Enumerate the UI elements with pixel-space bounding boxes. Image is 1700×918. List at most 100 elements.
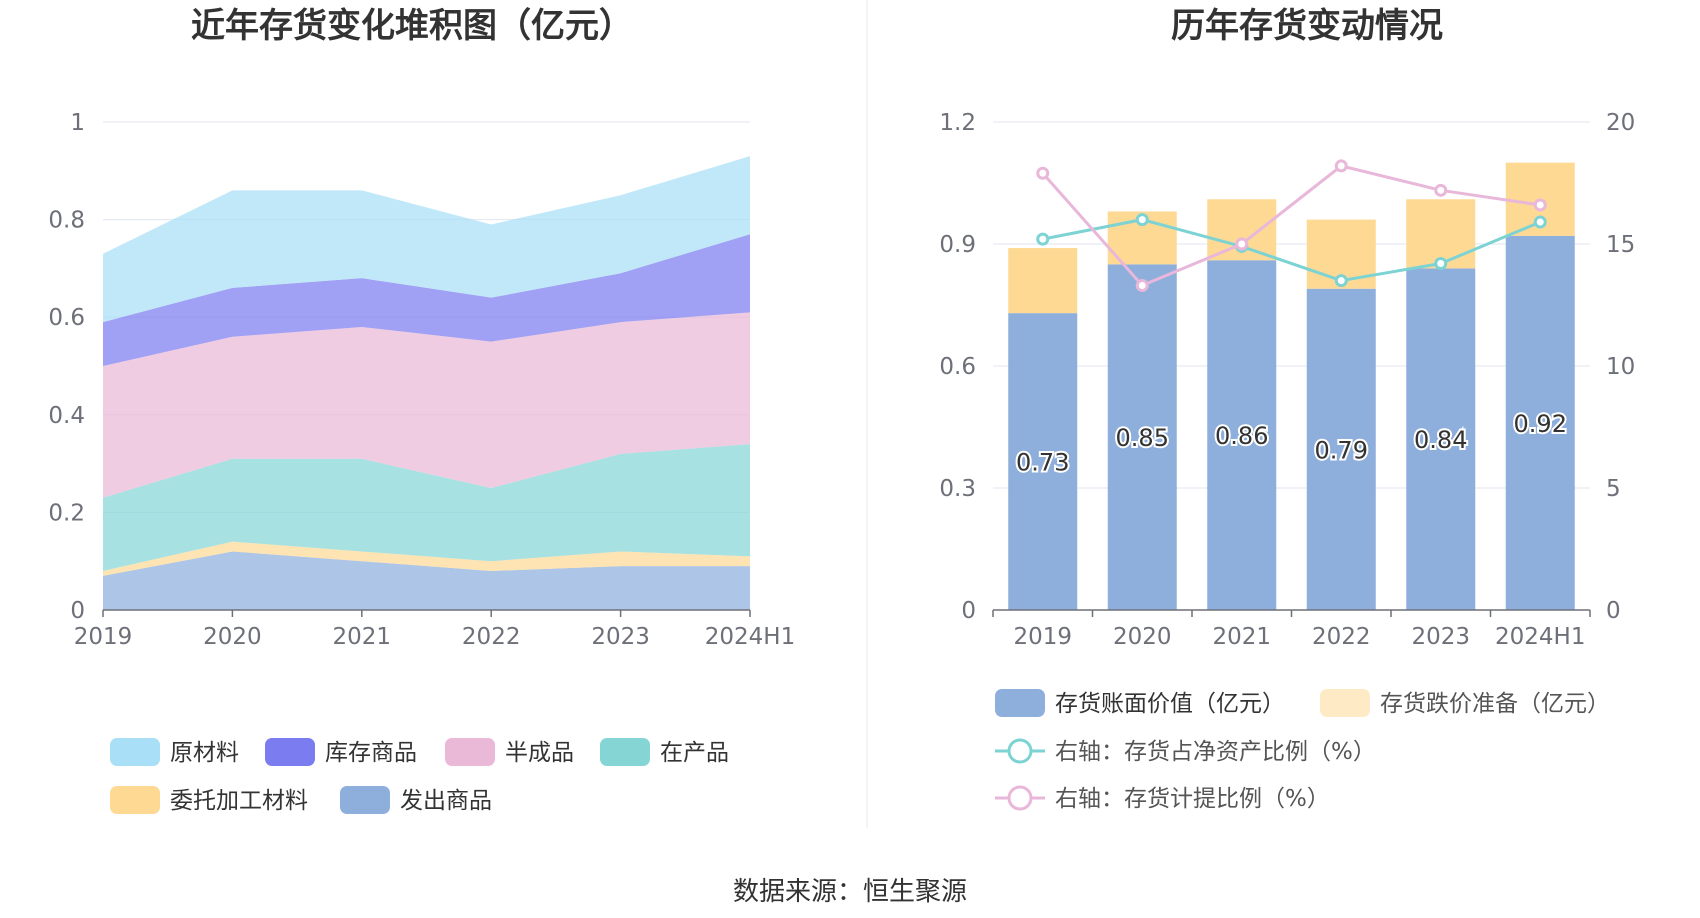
legend-marker: [1007, 785, 1033, 811]
right-y-tick-label: 0: [961, 598, 976, 624]
point-net-asset-ratio: [1036, 232, 1050, 246]
right-x-tick-label: 2023: [1411, 624, 1470, 650]
point-provision-ratio: [1135, 278, 1149, 292]
area-series-2: [103, 541, 750, 576]
legend-label: 右轴：存货占净资产比例（%）: [1055, 739, 1376, 765]
bar-value-label: 0.84: [1414, 426, 1467, 454]
right-axes: 0 0.3 0.6 0.9 1.2 0 5 10 15 20 2019 2020 2021 2022 202…: [939, 110, 1635, 650]
right-bar-labels: 0.73 0.85 0.86 0.79 0.84 0.92: [1014, 408, 1569, 479]
point-provision-ratio: [1434, 183, 1448, 197]
legend-swatch: [110, 786, 160, 814]
bar-value-label: 0.86: [1215, 422, 1268, 450]
point-provision-ratio: [1533, 198, 1547, 212]
right-legend-item-2[interactable]: 存货跌价准备（亿元）: [1320, 689, 1610, 717]
right-y2-tick-label: 5: [1606, 476, 1621, 502]
point-provision-ratio: [1334, 159, 1348, 173]
area-series-6: [103, 156, 750, 323]
right-y-tick-label: 1.2: [939, 110, 976, 136]
legend-label: 右轴：存货计提比例（%）: [1055, 786, 1330, 812]
right-x-tick-label: 2020: [1113, 624, 1172, 650]
right-x-tick-label: 2022: [1312, 624, 1371, 650]
right-y-tick-label: 0.9: [939, 232, 976, 258]
left-x-tick-label: 2021: [333, 624, 392, 650]
bar-value-label: 0.85: [1116, 424, 1169, 452]
left-y-tick-label: 0.4: [48, 403, 85, 429]
right-y2-tick-label: 0: [1606, 598, 1621, 624]
bar-line-panel: 历年存货变动情况 0.73 0.85 0.86 0.79 0.84 0.92 0 0.3 0.…: [939, 6, 1635, 812]
left-area-series: [103, 156, 750, 610]
right-x-tick-label: 2021: [1212, 624, 1271, 650]
point-net-asset-ratio: [1135, 213, 1149, 227]
point-net-asset-ratio: [1533, 215, 1547, 229]
legend-item-6[interactable]: 发出商品: [340, 786, 492, 814]
right-x-tick-label: 2019: [1013, 624, 1072, 650]
left-axes: 0 0.2 0.4 0.6 0.8 1 2019 2020 2021 2022 2023 2024H1: [48, 110, 795, 650]
legend-item-1[interactable]: 原材料: [110, 738, 239, 766]
area-series-1: [103, 551, 750, 610]
line-provision-ratio: [1041, 164, 1541, 288]
area-series-4: [103, 312, 750, 498]
point-net-asset-ratio: [1434, 257, 1448, 271]
bar-book-value: [1207, 260, 1277, 610]
legend-label: 发出商品: [400, 788, 492, 814]
legend-label: 库存商品: [325, 740, 417, 766]
right-bar-series: [1008, 162, 1575, 610]
point-provision-ratio: [1235, 237, 1249, 251]
bar-value-label: 0.79: [1315, 436, 1368, 464]
left-x-tick-label: 2023: [591, 624, 650, 650]
left-x-tick-label: 2020: [203, 624, 262, 650]
legend-swatch: [995, 689, 1045, 717]
legend-label: 半成品: [505, 740, 574, 766]
right-y2-tick-label: 15: [1606, 232, 1635, 258]
legend-swatch: [445, 738, 495, 766]
legend-swatch: [110, 738, 160, 766]
left-y-tick-label: 1: [70, 110, 85, 136]
right-legend-item-1[interactable]: 存货账面价值（亿元）: [995, 689, 1285, 717]
right-y-tick-label: 0.6: [939, 354, 976, 380]
legend-label: 委托加工材料: [170, 788, 308, 814]
area-series-3: [103, 444, 750, 571]
legend-item-2[interactable]: 库存商品: [265, 738, 417, 766]
bar-book-value: [1505, 235, 1575, 610]
legend-marker: [1007, 738, 1033, 764]
stacked-area-panel: 近年存货变化堆积图（亿元） 0 0.2 0.4 0.6 0.8 1 2019 2020 2021…: [48, 6, 795, 814]
left-chart-title: 近年存货变化堆积图（亿元）: [191, 6, 633, 46]
right-y2-tick-label: 10: [1606, 354, 1635, 380]
right-x-tick-label: 2024H1: [1495, 624, 1585, 650]
legend-label: 在产品: [660, 740, 729, 766]
legend-label: 存货跌价准备（亿元）: [1380, 691, 1610, 717]
legend-label: 原材料: [170, 740, 239, 766]
legend-swatch: [340, 786, 390, 814]
bar-book-value: [1107, 264, 1177, 610]
legend-item-5[interactable]: 委托加工材料: [110, 786, 308, 814]
left-y-tick-label: 0.8: [48, 208, 85, 234]
right-legend-item-4[interactable]: 右轴：存货计提比例（%）: [995, 785, 1330, 812]
line-net-asset-ratio: [1042, 218, 1541, 283]
bar-book-value: [1406, 268, 1476, 610]
left-x-tick-label: 2019: [74, 624, 133, 650]
left-x-tick-label: 2024H1: [705, 624, 795, 650]
legend-swatch: [265, 738, 315, 766]
point-net-asset-ratio: [1334, 274, 1348, 288]
point-provision-ratio: [1036, 166, 1050, 180]
right-legend-item-3[interactable]: 右轴：存货占净资产比例（%）: [995, 738, 1376, 765]
left-y-tick-label: 0.6: [48, 305, 85, 331]
bar-impairment: [1008, 248, 1078, 314]
left-x-tick-label: 2022: [462, 624, 521, 650]
legend-item-4[interactable]: 在产品: [600, 738, 729, 766]
bar-value-label: 0.92: [1514, 410, 1567, 438]
area-series-5: [103, 234, 750, 366]
right-y-tick-label: 0.3: [939, 476, 976, 502]
legend-swatch: [1320, 689, 1370, 717]
legend-label: 存货账面价值（亿元）: [1055, 691, 1285, 717]
legend-item-3[interactable]: 半成品: [445, 738, 574, 766]
right-legend[interactable]: 存货账面价值（亿元） 存货跌价准备（亿元）右轴：存货占净资产比例（%） 右轴：存货计…: [995, 689, 1610, 812]
bar-book-value: [1306, 288, 1376, 610]
right-chart-title: 历年存货变动情况: [1171, 6, 1443, 46]
right-gridlines: [993, 121, 1590, 489]
right-line-series: [1036, 159, 1547, 292]
data-source-note: 数据来源：恒生聚源: [733, 877, 967, 907]
right-y2-tick-label: 20: [1606, 110, 1635, 136]
